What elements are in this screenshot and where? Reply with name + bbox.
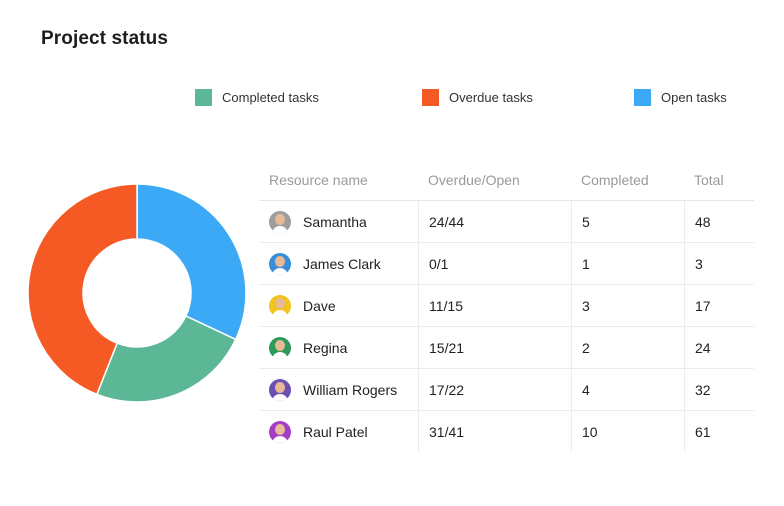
legend-label-overdue: Overdue tasks: [449, 89, 533, 105]
header-completed[interactable]: Completed: [581, 172, 649, 188]
page-title: Project status: [41, 28, 169, 49]
header-overdue-open[interactable]: Overdue/Open: [428, 172, 520, 188]
legend-item-overdue[interactable]: Overdue tasks: [422, 88, 533, 106]
table-row[interactable]: James Clark 0/1 1 3: [259, 243, 754, 285]
cell-overdue-open: 0/1: [418, 243, 571, 284]
cell-completed: 3: [571, 285, 684, 326]
donut-slice-open-tasks[interactable]: [136, 183, 247, 341]
legend-label-open: Open tasks: [661, 89, 727, 105]
cell-completed: 4: [571, 369, 684, 410]
table-row[interactable]: William Rogers 17/22 4 32: [259, 369, 754, 411]
avatar: [269, 252, 291, 275]
legend-swatch-completed: [195, 88, 212, 106]
cell-resource: William Rogers: [259, 369, 418, 410]
legend-item-completed[interactable]: Completed tasks: [195, 88, 319, 106]
cell-overdue-open: 24/44: [418, 201, 571, 242]
resource-table: Resource name Overdue/Open Completed Tot…: [259, 160, 754, 452]
cell-overdue-open: 11/15: [418, 285, 571, 326]
cell-completed: 1: [571, 243, 684, 284]
legend-swatch-open: [634, 88, 651, 106]
table-row[interactable]: Dave 11/15 3 17: [259, 285, 754, 327]
cell-total: 24: [684, 327, 754, 368]
cell-resource: Raul Patel: [259, 411, 418, 452]
cell-resource: Regina: [259, 327, 418, 368]
header-total[interactable]: Total: [694, 172, 724, 188]
resource-name: Dave: [303, 297, 336, 314]
avatar: [269, 378, 291, 401]
legend-swatch-overdue: [422, 88, 439, 106]
cell-completed: 10: [571, 411, 684, 452]
resource-name: Samantha: [303, 213, 367, 230]
table-header-row: Resource name Overdue/Open Completed Tot…: [259, 160, 754, 201]
table-row[interactable]: Raul Patel 31/41 10 61: [259, 411, 754, 452]
resource-name: William Rogers: [303, 381, 398, 398]
resource-name: James Clark: [303, 255, 381, 272]
avatar: [269, 210, 291, 233]
table-row[interactable]: Regina 15/21 2 24: [259, 327, 754, 369]
donut-slice-completed-tasks[interactable]: [95, 314, 237, 403]
cell-total: 17: [684, 285, 754, 326]
legend-label-completed: Completed tasks: [222, 89, 319, 105]
cell-total: 32: [684, 369, 754, 410]
avatar: [269, 294, 291, 317]
resource-name: Raul Patel: [303, 423, 368, 440]
cell-overdue-open: 15/21: [418, 327, 571, 368]
donut-chart: [27, 183, 247, 403]
cell-completed: 2: [571, 327, 684, 368]
cell-resource: Dave: [259, 285, 418, 326]
cell-total: 48: [684, 201, 754, 242]
legend-item-open[interactable]: Open tasks: [634, 88, 727, 106]
table-row[interactable]: Samantha 24/44 5 48: [259, 201, 754, 243]
avatar: [269, 336, 291, 359]
resource-name: Regina: [303, 339, 348, 356]
avatar: [269, 420, 291, 443]
cell-total: 61: [684, 411, 754, 452]
cell-resource: James Clark: [259, 243, 418, 284]
cell-completed: 5: [571, 201, 684, 242]
cell-overdue-open: 31/41: [418, 411, 571, 452]
cell-overdue-open: 17/22: [418, 369, 571, 410]
cell-total: 3: [684, 243, 754, 284]
cell-resource: Samantha: [259, 201, 418, 242]
header-resource-name[interactable]: Resource name: [269, 172, 368, 188]
donut-slice-overdue-tasks[interactable]: [27, 183, 138, 396]
